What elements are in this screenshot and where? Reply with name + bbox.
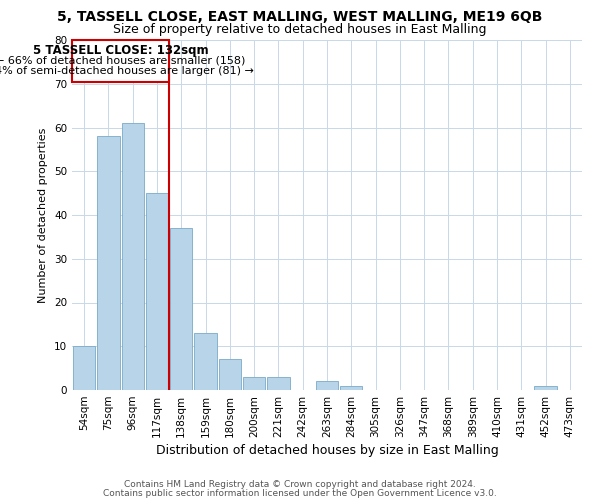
Bar <box>340 386 362 390</box>
Text: Contains public sector information licensed under the Open Government Licence v3: Contains public sector information licen… <box>103 488 497 498</box>
Y-axis label: Number of detached properties: Number of detached properties <box>38 128 49 302</box>
Bar <box>194 333 217 390</box>
Bar <box>73 346 95 390</box>
Text: Contains HM Land Registry data © Crown copyright and database right 2024.: Contains HM Land Registry data © Crown c… <box>124 480 476 489</box>
Bar <box>72 40 169 82</box>
Text: 5 TASSELL CLOSE: 132sqm: 5 TASSELL CLOSE: 132sqm <box>33 44 208 58</box>
Bar <box>243 377 265 390</box>
Bar <box>218 360 241 390</box>
Text: ← 66% of detached houses are smaller (158): ← 66% of detached houses are smaller (15… <box>0 56 246 66</box>
Bar <box>535 386 557 390</box>
Text: 34% of semi-detached houses are larger (81) →: 34% of semi-detached houses are larger (… <box>0 66 254 76</box>
Text: Size of property relative to detached houses in East Malling: Size of property relative to detached ho… <box>113 22 487 36</box>
Bar <box>316 381 338 390</box>
Bar <box>170 228 193 390</box>
Bar <box>267 377 290 390</box>
Bar <box>97 136 119 390</box>
X-axis label: Distribution of detached houses by size in East Malling: Distribution of detached houses by size … <box>155 444 499 457</box>
Bar <box>146 193 168 390</box>
Bar <box>122 123 144 390</box>
Text: 5, TASSELL CLOSE, EAST MALLING, WEST MALLING, ME19 6QB: 5, TASSELL CLOSE, EAST MALLING, WEST MAL… <box>58 10 542 24</box>
